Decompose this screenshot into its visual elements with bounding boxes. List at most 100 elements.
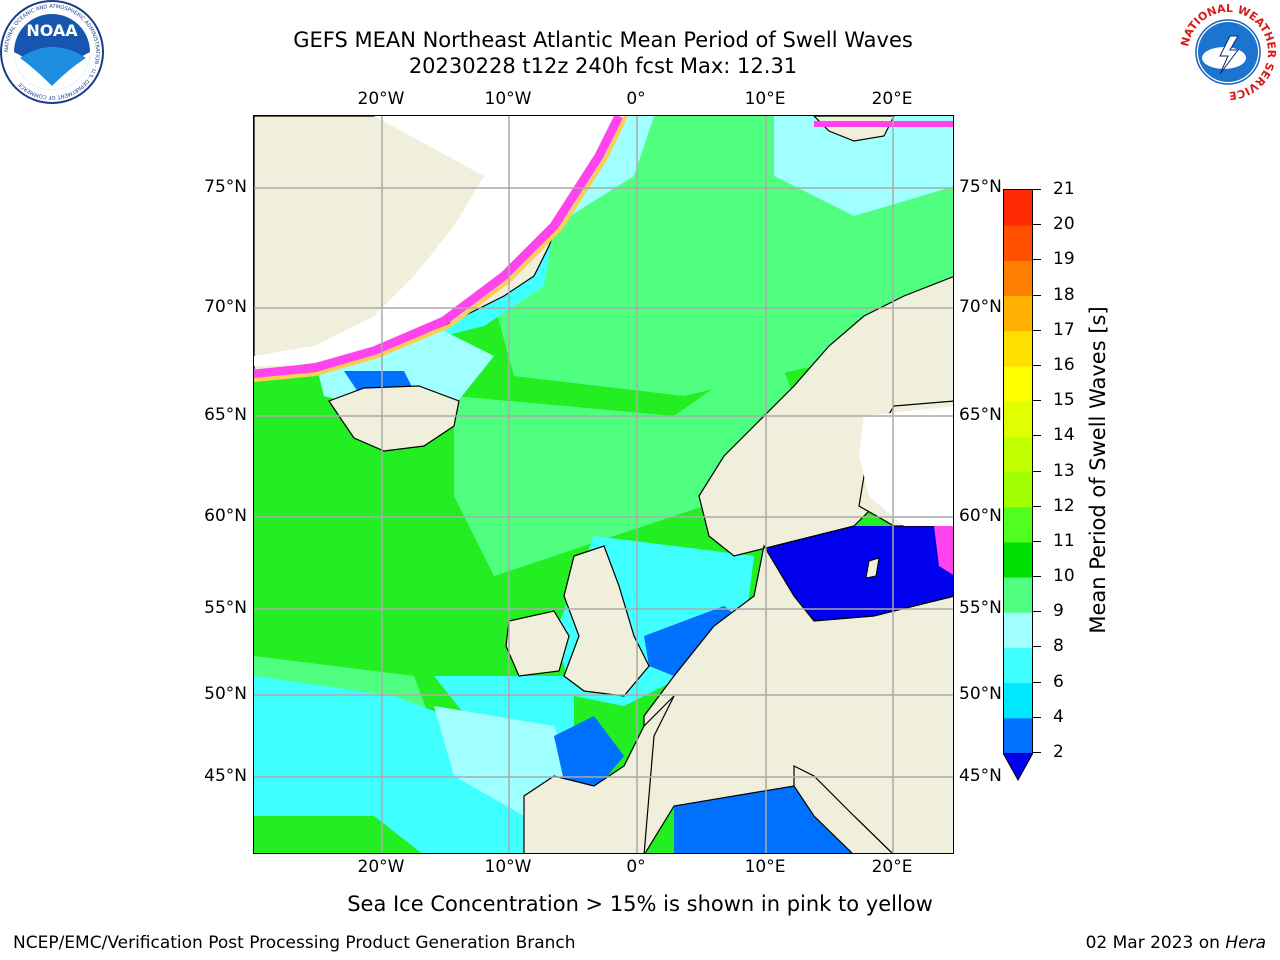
noaa-logo-text: NOAA	[26, 21, 78, 40]
colorbar-swatch-18	[1004, 260, 1032, 297]
lon-label-top-10e: 10°E	[744, 89, 786, 109]
ocean-pale-east	[774, 116, 953, 216]
footer-date-text: 02 Mar 2023 on	[1085, 933, 1220, 953]
colorbar-tick-mark-18	[1033, 294, 1041, 296]
footer-date: 02 Mar 2023 on Hera	[1086, 933, 1266, 953]
colorbar-swatch-12	[1004, 471, 1032, 508]
lat-label-right-70n: 70°N	[959, 297, 1002, 317]
colorbar-tick-mark-14	[1033, 435, 1041, 437]
colorbar-swatch-11	[1004, 506, 1032, 543]
noaa-logo: NOAA NATIONAL OCEANIC AND ATMOSPHERIC AD…	[0, 0, 104, 104]
lat-label-right-45n: 45°N	[959, 766, 1002, 786]
lat-label-right-55n: 55°N	[959, 598, 1002, 618]
lon-label-bottom-0: 0°	[626, 857, 646, 877]
colorbar-tick-mark-13	[1033, 470, 1041, 472]
lat-label-right-60n: 60°N	[959, 506, 1002, 526]
colorbar-tick-mark-9	[1033, 611, 1041, 613]
lon-label-bottom-20w: 20°W	[357, 857, 405, 877]
colorbar-tick-10: 10	[1053, 566, 1075, 587]
colorbar-tick-13: 13	[1053, 460, 1075, 481]
lat-label-right-50n: 50°N	[959, 684, 1002, 704]
ocean-blue-biscay	[554, 716, 624, 786]
colorbar-tick-mark-19	[1033, 259, 1041, 261]
colorbar-tick-mark-10	[1033, 576, 1041, 578]
colorbar-swatch-14	[1004, 401, 1032, 437]
sea-ice-edge-outer	[254, 116, 628, 382]
colorbar-swatch-15	[1004, 365, 1032, 402]
colorbar-tick-4: 4	[1053, 706, 1064, 727]
colorbar-swatch-10	[1004, 541, 1032, 578]
lon-label-bottom-10w: 10°W	[484, 857, 532, 877]
lat-label-left-75n: 75°N	[204, 177, 247, 197]
colorbar-tick-14: 14	[1053, 425, 1075, 446]
colorbar	[1003, 189, 1033, 754]
lon-label-top-10w: 10°W	[484, 89, 532, 109]
colorbar-tick-mark-20	[1033, 224, 1041, 226]
lat-label-right-75n: 75°N	[959, 177, 1002, 197]
colorbar-swatch-6	[1004, 647, 1032, 684]
lat-label-left-60n: 60°N	[204, 506, 247, 526]
nws-logo: NATIONAL WEATHER SERVICE	[1176, 0, 1280, 104]
colorbar-tick-mark-4	[1033, 716, 1041, 718]
footer-host: Hera	[1225, 933, 1266, 953]
baltic-sea	[764, 526, 953, 626]
colorbar-swatch-2	[1004, 717, 1032, 754]
land-great-britain	[563, 545, 650, 697]
colorbar-tick-11: 11	[1053, 530, 1075, 551]
lon-label-top-0: 0°	[626, 89, 646, 109]
lon-label-top-20e: 20°E	[871, 89, 913, 109]
colorbar-tick-mark-6	[1033, 681, 1041, 683]
colorbar-tick-mark-12	[1033, 505, 1041, 507]
colorbar-tick-9: 9	[1053, 601, 1064, 622]
colorbar-tick-12: 12	[1053, 495, 1075, 516]
chart-title: GEFS MEAN Northeast Atlantic Mean Period…	[293, 28, 913, 52]
colorbar-tick-mark-15	[1033, 400, 1041, 402]
colorbar-swatch-16	[1004, 330, 1032, 367]
colorbar-swatch-20	[1004, 190, 1032, 226]
colorbar-under-arrow	[1002, 752, 1034, 782]
nodata-arctic	[254, 116, 624, 366]
map-canvas	[254, 116, 953, 853]
colorbar-swatch-17	[1004, 295, 1032, 332]
colorbar-swatch-4	[1004, 682, 1032, 719]
colorbar-tick-2: 2	[1053, 742, 1064, 762]
lat-label-left-65n: 65°N	[204, 405, 247, 425]
colorbar-swatch-19	[1004, 225, 1032, 261]
sea-ice-bothnia	[934, 526, 953, 575]
sea-ice-note: Sea Ice Concentration > 15% is shown in …	[347, 892, 933, 916]
colorbar-tick-18: 18	[1053, 284, 1075, 305]
colorbar-tick-mark-16	[1033, 364, 1041, 366]
lon-label-bottom-10e: 10°E	[744, 857, 786, 877]
footer-credit: NCEP/EMC/Verification Post Processing Pr…	[13, 933, 576, 953]
colorbar-swatches	[1004, 190, 1032, 754]
land-ireland	[505, 610, 570, 677]
colorbar-tick-19: 19	[1053, 249, 1075, 270]
colorbar-tick-mark-2	[1033, 752, 1041, 753]
colorbar-tick-17: 17	[1053, 319, 1075, 340]
lat-label-right-65n: 65°N	[959, 405, 1002, 425]
colorbar-swatch-9	[1004, 577, 1032, 613]
colorbar-tick-8: 8	[1053, 636, 1064, 657]
colorbar-swatch-8	[1004, 612, 1032, 648]
lon-label-bottom-20e: 20°E	[871, 857, 913, 877]
lat-label-left-45n: 45°N	[204, 766, 247, 786]
colorbar-tick-15: 15	[1053, 390, 1075, 411]
colorbar-tick-mark-11	[1033, 540, 1041, 542]
map-panel	[253, 115, 954, 854]
colorbar-tick-16: 16	[1053, 354, 1075, 375]
lon-label-top-20w: 20°W	[357, 89, 405, 109]
graticule	[254, 116, 953, 853]
colorbar-swatch-13	[1004, 436, 1032, 472]
colorbar-tick-mark-17	[1033, 329, 1041, 331]
lat-label-left-55n: 55°N	[204, 598, 247, 618]
sea-ice-edge	[254, 116, 624, 379]
land-iceland	[328, 385, 460, 452]
land-italy-corsica	[793, 765, 893, 853]
colorbar-title: Mean Period of Swell Waves [s]	[1086, 306, 1110, 634]
lat-label-left-70n: 70°N	[204, 297, 247, 317]
chart-subtitle: 20230228 t12z 240h fcst Max: 12.31	[408, 54, 798, 78]
colorbar-tick-21: 21	[1053, 179, 1075, 199]
nodata-bothnia	[859, 406, 953, 526]
lat-label-left-50n: 50°N	[204, 684, 247, 704]
land-gotland	[865, 557, 880, 579]
